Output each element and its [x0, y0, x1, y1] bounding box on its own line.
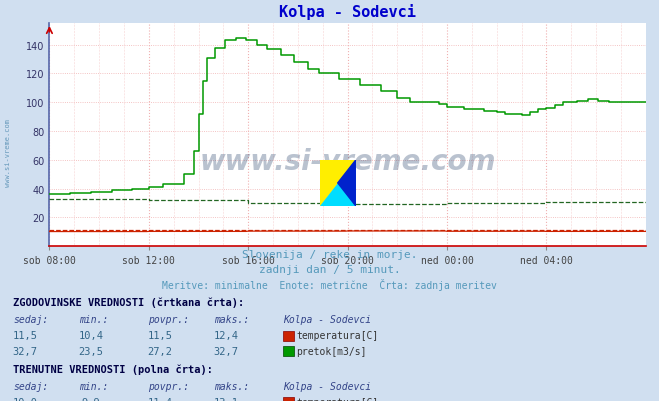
- Text: min.:: min.:: [79, 381, 109, 391]
- Text: temperatura[C]: temperatura[C]: [297, 397, 379, 401]
- Text: www.si-vreme.com: www.si-vreme.com: [5, 118, 11, 186]
- Text: maks.:: maks.:: [214, 314, 249, 324]
- Text: min.:: min.:: [79, 314, 109, 324]
- Text: 11,5: 11,5: [13, 330, 38, 340]
- Text: 10,4: 10,4: [78, 330, 103, 340]
- Polygon shape: [320, 160, 356, 207]
- Text: ZGODOVINSKE VREDNOSTI (črtkana črta):: ZGODOVINSKE VREDNOSTI (črtkana črta):: [13, 297, 244, 308]
- Text: pretok[m3/s]: pretok[m3/s]: [297, 346, 367, 356]
- Text: povpr.:: povpr.:: [148, 314, 189, 324]
- Text: 11,4: 11,4: [148, 397, 173, 401]
- Text: sedaj:: sedaj:: [13, 381, 48, 391]
- Text: www.si-vreme.com: www.si-vreme.com: [200, 148, 496, 176]
- Text: temperatura[C]: temperatura[C]: [297, 330, 379, 340]
- Title: Kolpa - Sodevci: Kolpa - Sodevci: [279, 4, 416, 20]
- Text: sedaj:: sedaj:: [13, 314, 48, 324]
- Text: 9,9: 9,9: [82, 397, 100, 401]
- Text: 23,5: 23,5: [78, 346, 103, 356]
- Text: 10,0: 10,0: [13, 397, 38, 401]
- Text: Kolpa - Sodevci: Kolpa - Sodevci: [283, 381, 372, 391]
- Text: Slovenija / reke in morje.: Slovenija / reke in morje.: [242, 249, 417, 259]
- Text: zadnji dan / 5 minut.: zadnji dan / 5 minut.: [258, 265, 401, 275]
- Text: povpr.:: povpr.:: [148, 381, 189, 391]
- Text: Meritve: minimalne  Enote: metrične  Črta: zadnja meritev: Meritve: minimalne Enote: metrične Črta:…: [162, 278, 497, 290]
- Text: 11,5: 11,5: [148, 330, 173, 340]
- Text: 27,2: 27,2: [148, 346, 173, 356]
- Text: TRENUTNE VREDNOSTI (polna črta):: TRENUTNE VREDNOSTI (polna črta):: [13, 363, 213, 374]
- Polygon shape: [320, 160, 356, 207]
- Text: 12,4: 12,4: [214, 330, 239, 340]
- Text: 32,7: 32,7: [13, 346, 38, 356]
- Polygon shape: [338, 160, 356, 207]
- Text: 32,7: 32,7: [214, 346, 239, 356]
- Text: 13,1: 13,1: [214, 397, 239, 401]
- Text: Kolpa - Sodevci: Kolpa - Sodevci: [283, 314, 372, 324]
- Text: maks.:: maks.:: [214, 381, 249, 391]
